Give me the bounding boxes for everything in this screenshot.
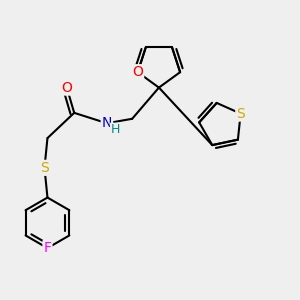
Text: O: O xyxy=(61,81,72,94)
Text: F: F xyxy=(44,241,52,255)
Text: S: S xyxy=(40,161,49,175)
Text: O: O xyxy=(132,65,143,79)
Text: N: N xyxy=(102,116,112,130)
Text: S: S xyxy=(236,106,245,121)
Text: H: H xyxy=(110,123,120,136)
